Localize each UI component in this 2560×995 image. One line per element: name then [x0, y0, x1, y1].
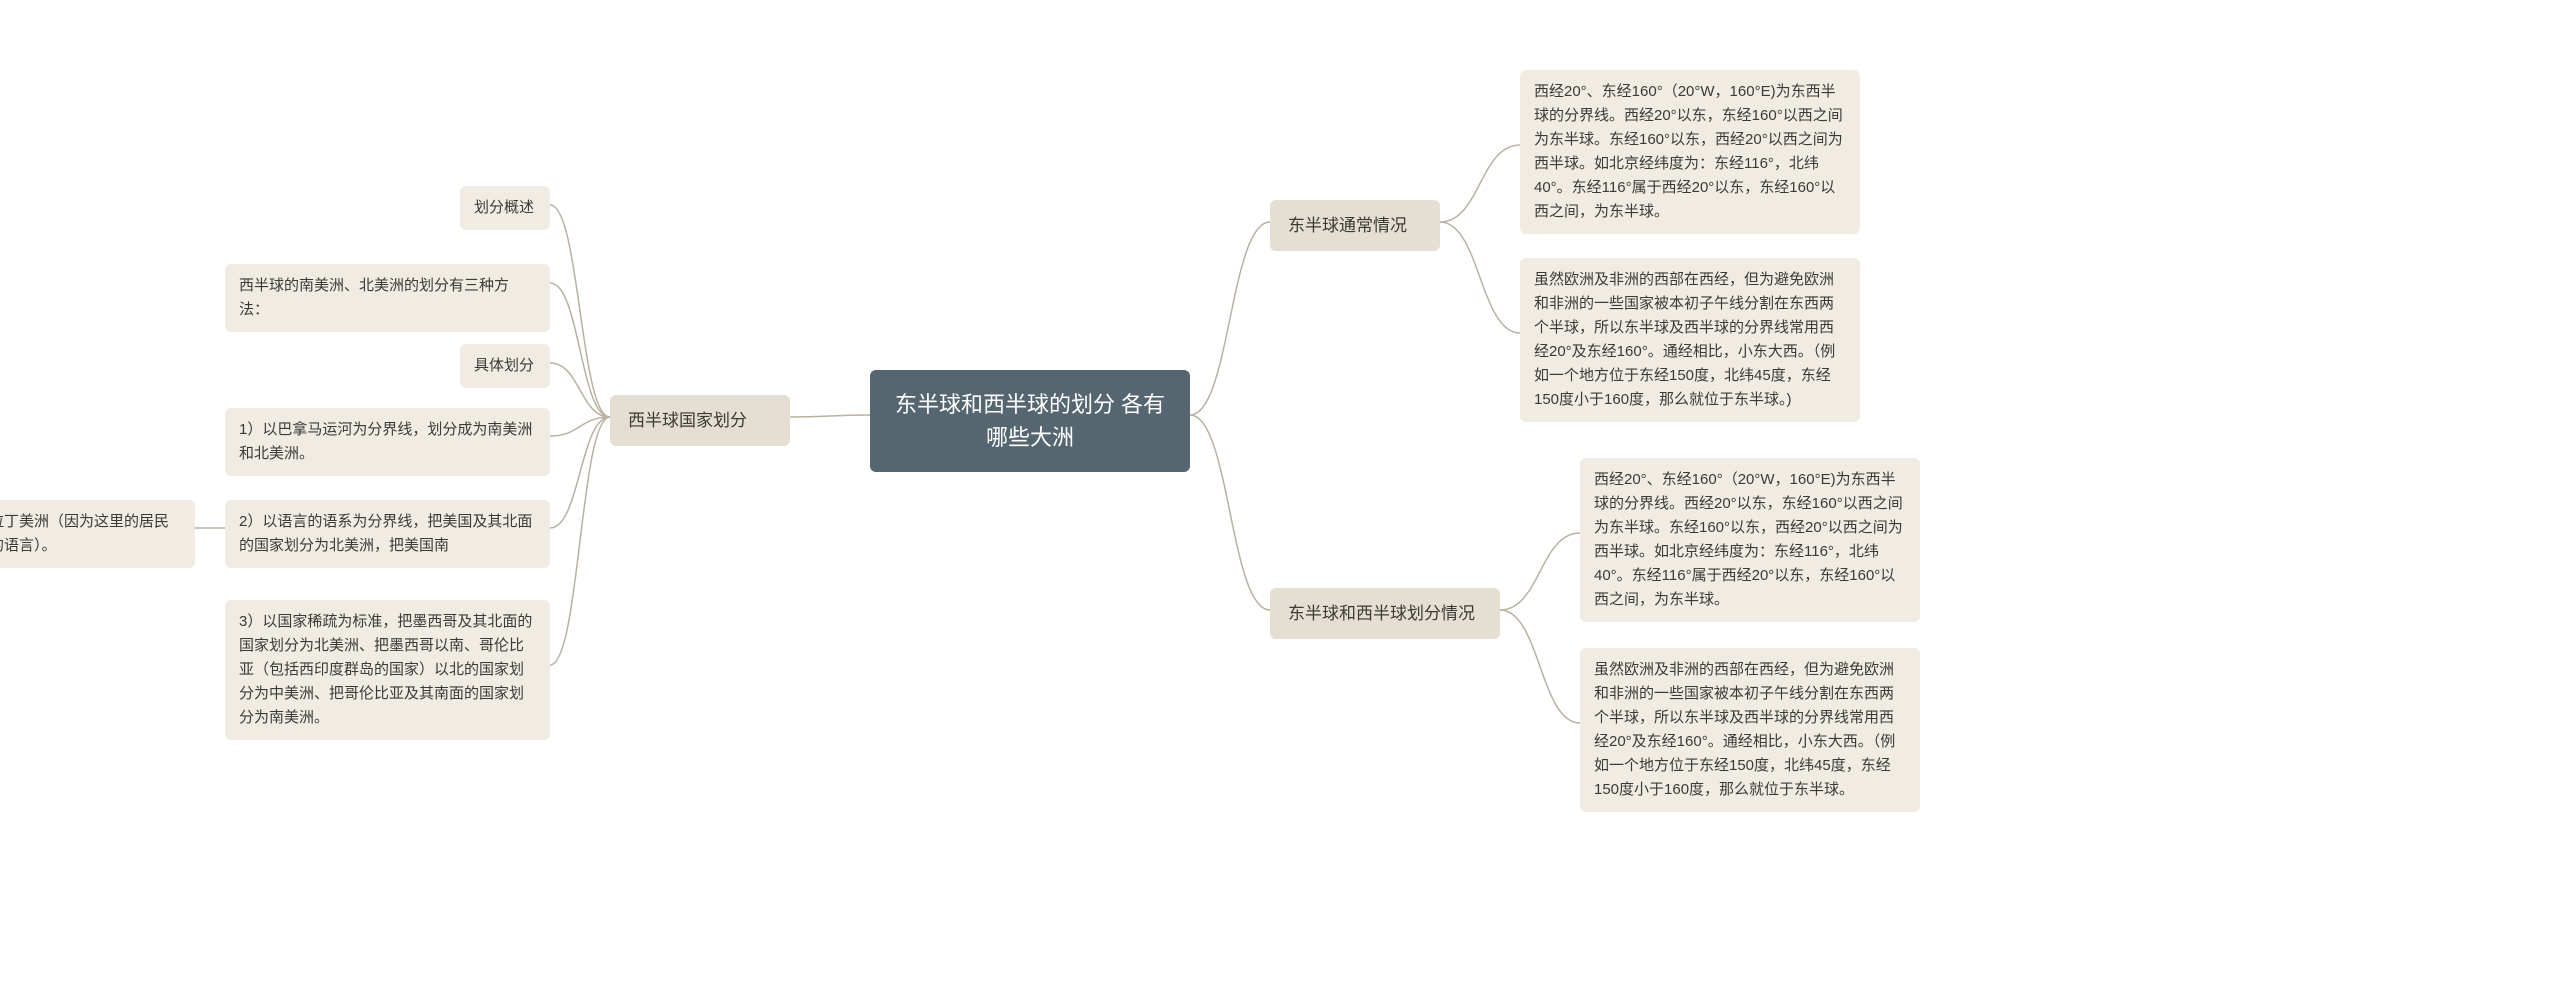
- right-leaf-1-1: 虽然欧洲及非洲的西部在西经，但为避免欧洲和非洲的一些国家被本初子午线分割在东西两…: [1580, 648, 1920, 812]
- right-branch-0: 东半球通常情况: [1270, 200, 1440, 251]
- right-leaf-1-0: 西经20°、东经160°（20°W，160°E)为东西半球的分界线。西经20°以…: [1580, 458, 1920, 622]
- left-leaf-4: 2）以语言的语系为分界线，把美国及其北面的国家划分为北美洲，把美国南: [225, 500, 550, 568]
- left-leaf-1: 西半球的南美洲、北美洲的划分有三种方法：: [225, 264, 550, 332]
- left-leaf-0: 划分概述: [460, 186, 550, 230]
- left-leaf-2: 具体划分: [460, 344, 550, 388]
- right-leaf-0-1: 虽然欧洲及非洲的西部在西经，但为避免欧洲和非洲的一些国家被本初子午线分割在东西两…: [1520, 258, 1860, 422]
- left-leaf-3: 1）以巴拿马运河为分界线，划分成为南美洲和北美洲。: [225, 408, 550, 476]
- right-leaf-0-0: 西经20°、东经160°（20°W，160°E)为东西半球的分界线。西经20°以…: [1520, 70, 1860, 234]
- left-leaf-5: 3）以国家稀疏为标准，把墨西哥及其北面的国家划分为北美洲、把墨西哥以南、哥伦比亚…: [225, 600, 550, 740]
- root-node: 东半球和西半球的划分 各有哪些大洲: [870, 370, 1190, 472]
- left-branch: 西半球国家划分: [610, 395, 790, 446]
- connector-layer: [0, 0, 2560, 995]
- right-branch-1: 东半球和西半球划分情况: [1270, 588, 1500, 639]
- left-leaf-4-0: 面的国家划分为拉丁美洲（因为这里的居民大都讲拉丁语系的语言）。: [0, 500, 195, 568]
